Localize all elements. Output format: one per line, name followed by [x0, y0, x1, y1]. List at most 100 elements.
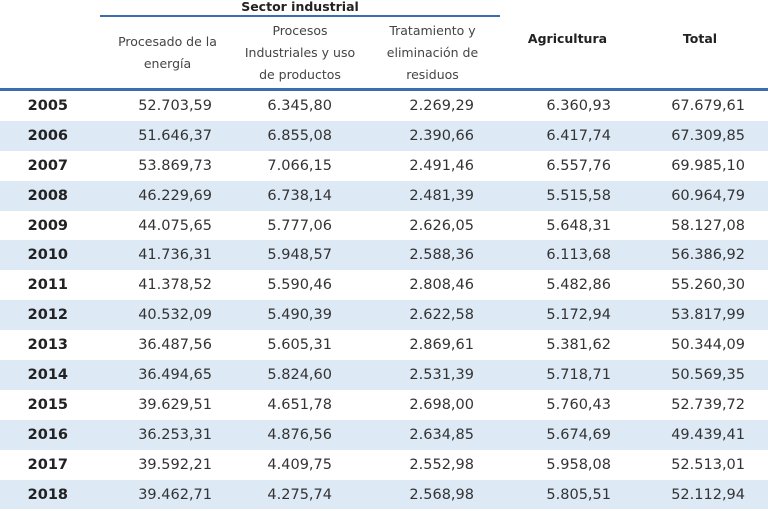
value-cell: 5.958,08 — [546, 456, 611, 473]
value-cell: 52.739,72 — [671, 396, 745, 413]
value-cell: 67.679,61 — [671, 97, 745, 114]
year-cell: 2018 — [27, 486, 68, 503]
value-cell: 5.482,86 — [546, 277, 611, 294]
value-cell: 2.481,39 — [409, 187, 474, 204]
value-cell: 5.948,57 — [267, 247, 332, 264]
year-cell: 2010 — [27, 247, 68, 264]
value-cell: 53.817,99 — [671, 307, 745, 324]
value-cell: 46.229,69 — [138, 187, 212, 204]
value-cell: 52.703,59 — [138, 97, 212, 114]
value-cell: 60.964,79 — [671, 187, 745, 204]
year-cell: 2011 — [27, 277, 68, 294]
year-cell: 2007 — [27, 157, 68, 174]
value-cell: 6.855,08 — [267, 127, 332, 144]
year-cell: 2014 — [27, 366, 68, 383]
value-cell: 2.491,46 — [409, 157, 474, 174]
value-cell: 5.490,39 — [267, 307, 332, 324]
value-cell: 4.651,78 — [267, 396, 332, 413]
value-cell: 5.824,60 — [267, 366, 332, 383]
value-cell: 58.127,08 — [671, 217, 745, 234]
value-cell: 40.532,09 — [138, 307, 212, 324]
value-cell: 6.345,80 — [267, 97, 332, 114]
value-cell: 6.557,76 — [546, 157, 611, 174]
table-row: 2012 40.532,09 5.490,39 2.622,58 5.172,94 53.… — [0, 300, 768, 331]
table-row: 2010 41.736,31 5.948,57 2.588,36 6.113,68 56.… — [0, 240, 768, 271]
value-cell: 51.646,37 — [138, 127, 212, 144]
value-cell: 4.409,75 — [267, 456, 332, 473]
year-cell: 2016 — [27, 426, 68, 443]
value-cell: 5.805,51 — [546, 486, 611, 503]
group-header-sector-industrial: Sector industrial — [241, 0, 359, 14]
value-cell: 39.462,71 — [138, 486, 212, 503]
table-row: 2007 53.869,73 7.066,15 2.491,46 6.557,76 69.… — [0, 151, 768, 181]
value-cell: 6.360,93 — [546, 97, 611, 114]
value-cell: 5.777,06 — [267, 217, 332, 234]
col-header-residuos: Tratamiento y eliminación de residuos — [386, 23, 479, 82]
col-header-total: Total — [682, 31, 718, 46]
value-cell: 41.736,31 — [138, 247, 212, 264]
value-cell: 53.869,73 — [138, 157, 212, 174]
value-cell: 2.626,05 — [409, 217, 474, 234]
value-cell: 39.629,51 — [138, 396, 212, 413]
year-cell: 2005 — [27, 97, 68, 114]
value-cell: 2.622,58 — [409, 307, 474, 324]
table-row: 2005 52.703,59 6.345,80 2.269,29 6.360,93 67.… — [0, 91, 768, 121]
table-row: 2014 36.494,65 5.824,60 2.531,39 5.718,71 50.… — [0, 360, 768, 390]
value-cell: 5.674,69 — [546, 426, 611, 443]
table-row: 2009 44.075,65 5.777,06 2.626,05 5.648,31 58.… — [0, 211, 768, 241]
value-cell: 69.985,10 — [671, 157, 745, 174]
value-cell: 5.515,58 — [546, 187, 611, 204]
value-cell: 6.738,14 — [267, 187, 332, 204]
table-row: 2011 41.378,52 5.590,46 2.808,46 5.482,86 55.… — [0, 270, 768, 300]
table-body: 2005 52.703,59 6.345,80 2.269,29 6.360,93 67.… — [0, 91, 768, 510]
value-cell: 5.605,31 — [267, 337, 332, 354]
value-cell: 5.760,43 — [546, 396, 611, 413]
table-row: 2018 39.462,71 4.275,74 2.568,98 5.805,51 52.… — [0, 479, 768, 510]
value-cell: 55.260,30 — [671, 277, 745, 294]
value-cell: 50.344,09 — [671, 337, 745, 354]
value-cell: 67.309,85 — [671, 127, 745, 144]
table-row: 2016 36.253,31 4.876,56 2.634,85 5.674,69 49.… — [0, 419, 768, 450]
value-cell: 5.590,46 — [267, 277, 332, 294]
value-cell: 52.513,01 — [671, 456, 745, 473]
value-cell: 2.869,61 — [409, 337, 474, 354]
table-header: Sector industrial Procesado de la energí… — [0, 0, 768, 88]
value-cell: 49.439,41 — [671, 426, 745, 443]
value-cell: 2.568,98 — [409, 486, 474, 503]
value-cell: 36.487,56 — [138, 337, 212, 354]
table-row: 2008 46.229,69 6.738,14 2.481,39 5.515,58 60.… — [0, 180, 768, 211]
value-cell: 5.718,71 — [546, 366, 611, 383]
group-header-underline — [100, 15, 500, 17]
value-cell: 6.113,68 — [546, 247, 611, 264]
value-cell: 39.592,21 — [138, 456, 212, 473]
value-cell: 2.552,98 — [409, 456, 474, 473]
year-cell: 2012 — [27, 307, 68, 324]
value-cell: 2.531,39 — [409, 366, 474, 383]
value-cell: 36.253,31 — [138, 426, 212, 443]
year-cell: 2006 — [27, 127, 68, 144]
table-row: 2013 36.487,56 5.605,31 2.869,61 5.381,62 50.… — [0, 330, 768, 360]
value-cell: 36.494,65 — [138, 366, 212, 383]
col-header-procesos: Procesos Industriales y uso de productos — [244, 23, 356, 82]
col-header-agricultura: Agricultura — [527, 31, 608, 46]
table-row: 2015 39.629,51 4.651,78 2.698,00 5.760,43 52.… — [0, 390, 768, 420]
value-cell: 6.417,74 — [546, 127, 611, 144]
col-header-energia: Procesado de la energía — [118, 34, 217, 71]
value-cell: 50.569,35 — [671, 366, 745, 383]
value-cell: 5.648,31 — [546, 217, 611, 234]
value-cell: 4.876,56 — [267, 426, 332, 443]
value-cell: 7.066,15 — [267, 157, 332, 174]
value-cell: 44.075,65 — [138, 217, 212, 234]
year-cell: 2008 — [27, 187, 68, 204]
value-cell: 52.112,94 — [671, 486, 745, 503]
year-cell: 2015 — [27, 396, 68, 413]
value-cell: 2.808,46 — [409, 277, 474, 294]
value-cell: 5.172,94 — [546, 307, 611, 324]
table-row: 2017 39.592,21 4.409,75 2.552,98 5.958,08 52.… — [0, 450, 768, 480]
value-cell: 2.634,85 — [409, 426, 474, 443]
value-cell: 2.588,36 — [409, 247, 474, 264]
year-cell: 2013 — [27, 337, 68, 354]
header-divider — [0, 88, 768, 91]
year-cell: 2017 — [27, 456, 68, 473]
value-cell: 4.275,74 — [267, 486, 332, 503]
